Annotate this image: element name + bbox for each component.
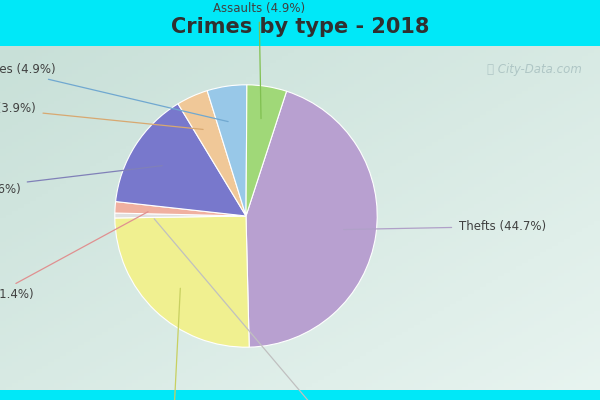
Text: Assaults (4.9%): Assaults (4.9%) [213, 2, 305, 118]
Wedge shape [115, 202, 246, 216]
Text: Murders (0.6%): Murders (0.6%) [154, 219, 373, 400]
Wedge shape [246, 85, 287, 216]
Text: Rapes (3.9%): Rapes (3.9%) [0, 102, 203, 130]
Wedge shape [207, 85, 247, 216]
Text: Crimes by type - 2018: Crimes by type - 2018 [171, 17, 429, 37]
Text: Auto thefts (14.6%): Auto thefts (14.6%) [0, 166, 162, 196]
Wedge shape [115, 213, 246, 218]
Text: Thefts (44.7%): Thefts (44.7%) [344, 220, 545, 233]
Wedge shape [116, 104, 246, 216]
Wedge shape [178, 91, 246, 216]
Wedge shape [115, 216, 249, 347]
Text: Arson (1.4%): Arson (1.4%) [0, 212, 148, 301]
Text: Burglaries (25.2%): Burglaries (25.2%) [119, 288, 229, 400]
Wedge shape [246, 91, 377, 347]
Text: ⓘ City-Data.com: ⓘ City-Data.com [487, 63, 582, 76]
Text: Robberies (4.9%): Robberies (4.9%) [0, 62, 228, 122]
